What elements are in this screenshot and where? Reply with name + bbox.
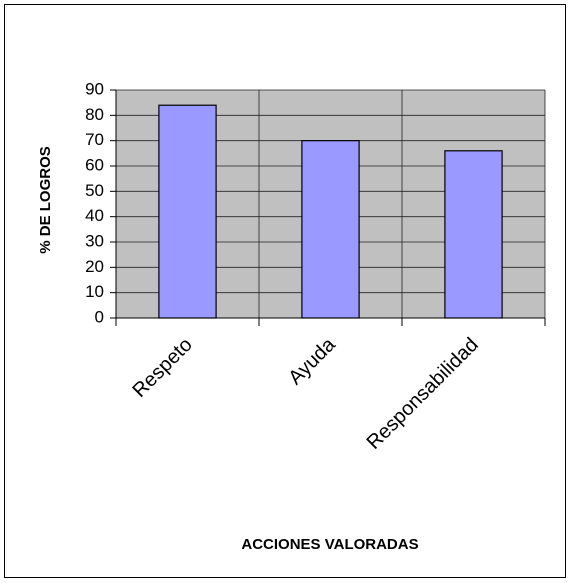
y-tick-label: 90: [85, 79, 104, 98]
bar: [301, 140, 360, 319]
y-tick-label: 30: [85, 231, 104, 250]
y-tick-label: 60: [85, 155, 104, 174]
y-tick-label: 80: [85, 105, 104, 124]
bar: [444, 150, 503, 319]
y-tick-label: 20: [85, 257, 104, 276]
y-tick-label: 40: [85, 206, 104, 225]
x-axis-title: ACCIONES VALORADAS: [241, 536, 418, 553]
y-tick-label: 50: [85, 181, 104, 200]
y-axis-title: % DE LOGROS: [37, 146, 54, 254]
y-tick-label: 10: [85, 282, 104, 301]
bar: [158, 104, 217, 319]
y-tick-label: 0: [95, 307, 104, 326]
y-tick-label: 70: [85, 130, 104, 149]
